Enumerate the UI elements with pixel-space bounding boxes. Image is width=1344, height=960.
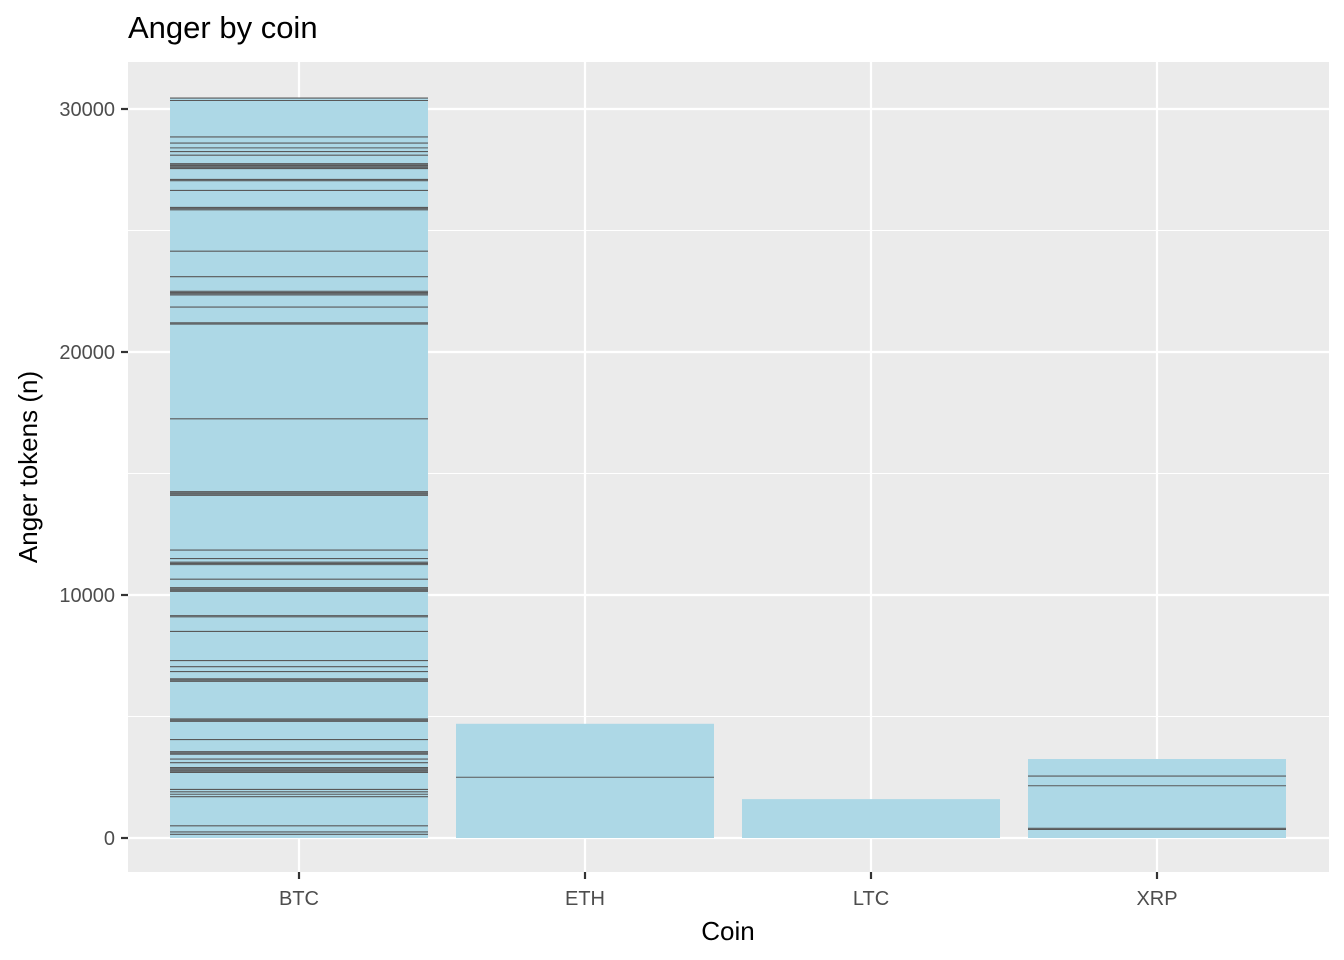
y-axis-title: Anger tokens (n) bbox=[13, 371, 43, 563]
x-axis-title: Coin bbox=[701, 916, 754, 946]
x-tick-label: LTC bbox=[853, 888, 889, 910]
bar-ltc bbox=[742, 799, 1000, 838]
x-tick-label: XRP bbox=[1136, 888, 1177, 910]
x-axis: BTC ETH LTC XRP bbox=[279, 872, 1178, 910]
y-tick-label: 0 bbox=[104, 828, 115, 850]
y-tick-label: 20000 bbox=[59, 342, 115, 364]
bar-xrp bbox=[1028, 759, 1286, 838]
y-axis: 0 10000 20000 30000 bbox=[59, 99, 128, 850]
x-tick-label: BTC bbox=[279, 888, 319, 910]
bar-eth bbox=[456, 723, 714, 838]
x-tick-label: ETH bbox=[565, 888, 605, 910]
bars bbox=[170, 97, 1286, 838]
bar-btc bbox=[170, 98, 428, 838]
y-tick-label: 30000 bbox=[59, 99, 115, 121]
chart-title: Anger by coin bbox=[128, 10, 318, 45]
y-tick-label: 10000 bbox=[59, 585, 115, 607]
